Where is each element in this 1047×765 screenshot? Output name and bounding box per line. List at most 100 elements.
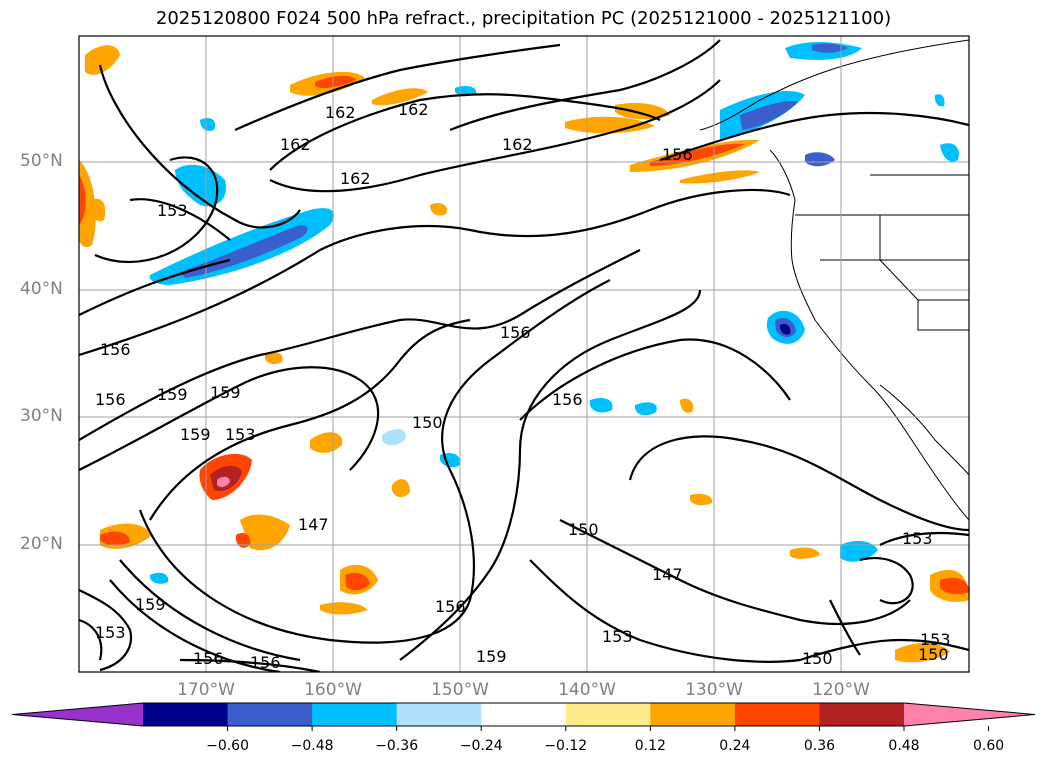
lon-label-160w: 160°W [304,680,362,700]
precip-patch [236,533,251,548]
contour-label: 150 [412,413,443,432]
precip-patch [895,642,950,663]
precip-patch [650,143,745,166]
contour-line [269,93,661,171]
contour-line [399,289,702,661]
contour-label: 162 [398,100,429,119]
precip-patch [812,43,848,53]
contour-label: 150 [802,649,833,668]
contour-label: 162 [502,135,533,154]
precip-patch [790,547,820,559]
lon-label-140w: 140°W [558,680,616,700]
precip-patch [590,398,613,413]
contour-line [449,39,721,132]
precip-patch [265,352,283,365]
precip-patch [740,100,798,130]
precip-patch [310,432,343,453]
precip-patch [805,152,835,167]
colorbar-segment [481,703,567,726]
contour-line [79,366,380,471]
colorbar-extend-max [904,703,1035,726]
contour-label: 147 [652,565,683,584]
contour-line [119,559,301,662]
precip-patch [940,143,959,162]
contour-label: 156 [100,340,131,359]
precip-patch [85,45,120,75]
contour-label: 156 [435,597,466,616]
colorbar-extend-min [12,703,143,726]
contour-line [179,658,321,672]
contour-label: 162 [340,169,371,188]
contour-label: 162 [325,103,356,122]
contour-label: 153 [225,425,256,444]
coastline [769,149,969,521]
graticule [79,36,969,672]
precip-patch [240,514,290,551]
contour-line [799,638,969,662]
lat-label-30: 30°N [20,406,63,426]
contour-lines [79,39,969,672]
precip-patch [635,402,657,416]
colorbar-segment [565,703,651,726]
contour-label: 162 [280,135,311,154]
contour-label: 153 [95,623,126,642]
precip-patch [372,88,428,106]
colorbar-segment [819,703,905,726]
precip-patch [565,116,655,134]
contour-label: 156 [95,390,126,409]
precip-patch [217,476,230,487]
precip-patch [430,203,447,216]
precip-patch [200,118,216,131]
colorbar-tick-label: 0.60 [972,738,1005,754]
colorbar-tick-label: −0.36 [375,738,419,754]
contour-label: 156 [552,390,583,409]
contour-label: 153 [902,529,933,548]
contour-line [659,111,969,162]
precip-patch [690,493,713,506]
contour-label: 159 [210,383,241,402]
contour-label: 156 [193,649,224,668]
precip-patch [150,572,169,584]
precip-patch [392,479,410,498]
contour-line [269,79,721,193]
contour-line [859,557,914,605]
contour-label: 159 [476,647,507,666]
contour-line [94,156,219,264]
contour-line [529,559,801,663]
colorbar-tick-label: −0.60 [206,738,249,754]
precip-patch [79,175,86,225]
contour-label: 150 [918,645,949,664]
colorbar-tick-label: 0.48 [888,738,920,754]
contour-label: 159 [180,425,211,444]
map-title: 2025120800 F024 500 hPa refract., precip… [155,8,892,29]
colorbar-outline [11,702,1036,727]
contour-line [138,279,611,644]
colorbar [11,702,1036,731]
contour-label: 153 [920,630,951,649]
precip-patch [79,160,96,248]
precip-patch [382,428,406,446]
colorbar-segment [396,703,482,726]
colorbar-segment [650,703,736,726]
colorbar-tick-label: −0.48 [290,738,334,754]
contour-line [829,599,861,656]
state-border [795,214,969,331]
lat-label-40: 40°N [20,279,63,299]
precip-patch [680,398,694,413]
lon-label-120w: 120°W [812,680,870,700]
precip-patch [440,453,461,468]
precip-patch [680,170,760,184]
contour-label: 153 [602,627,633,646]
contour-line [628,435,969,532]
contour-label: 156 [500,323,531,342]
contour-label: 150 [568,520,599,539]
coastlines [699,39,969,521]
contour-line [519,338,791,421]
contour-label-group: 162 162 162 162 162 156 153 156 156 159 … [95,100,951,672]
precip-patch [934,94,945,107]
lon-label-170w: 170°W [177,680,235,700]
colorbar-tick-label: −0.24 [459,738,503,754]
contour-line [129,198,231,241]
contour-label: 153 [157,201,188,220]
